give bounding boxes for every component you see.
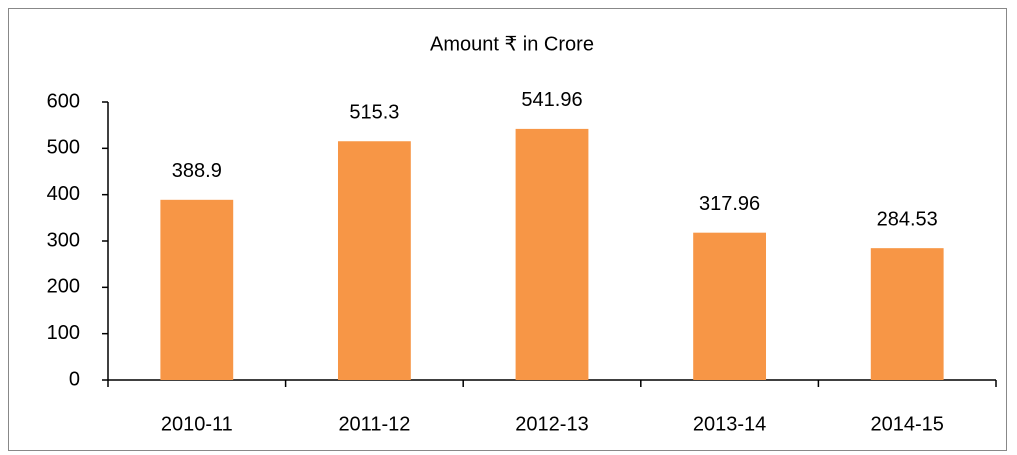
y-tick-label: 400	[47, 183, 80, 205]
chart-title: Amount ₹ in Crore	[430, 33, 594, 55]
x-tick-label: 2014-15	[870, 413, 943, 435]
data-label: 515.3	[349, 102, 399, 124]
data-label: 541.96	[521, 89, 582, 111]
x-tick-label: 2010-11	[161, 413, 233, 435]
y-tick-label: 100	[47, 322, 80, 344]
bar	[515, 128, 589, 380]
chart-border	[8, 8, 1007, 451]
bar	[337, 141, 411, 380]
data-label: 284.53	[877, 208, 938, 230]
bar	[870, 248, 944, 380]
bar	[160, 199, 234, 380]
bar	[693, 232, 767, 380]
y-tick-label: 200	[47, 276, 80, 298]
y-tick-label: 600	[47, 90, 80, 112]
x-tick-label: 2012-13	[515, 413, 588, 435]
data-label: 317.96	[699, 193, 760, 215]
x-tick-label: 2013-14	[693, 413, 766, 435]
y-tick-label: 300	[47, 229, 80, 251]
x-tick-label: 2011-12	[338, 413, 410, 435]
y-tick-label: 0	[69, 368, 80, 390]
y-tick-label: 500	[47, 137, 80, 159]
data-label: 388.9	[172, 160, 222, 182]
